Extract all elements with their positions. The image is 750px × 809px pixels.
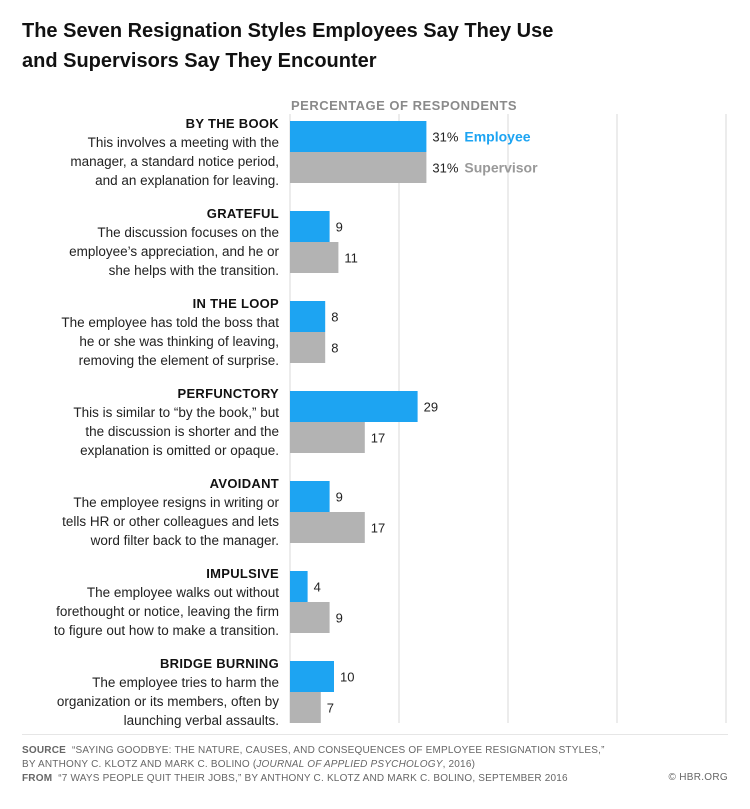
category-description-line: manager, a standard notice period, <box>70 154 279 169</box>
category-name: GRATEFUL <box>206 206 279 221</box>
category-description-line: removing the element of surprise. <box>78 353 279 368</box>
employee-bar <box>290 661 334 692</box>
source-text-1: “SAYING GOODBYE: THE NATURE, CAUSES, AND… <box>71 745 605 756</box>
category-label: IN THE LOOP The employee has told the bos… <box>19 295 279 370</box>
data-label: 11 <box>344 251 358 266</box>
category-label: GRATEFUL The discussion focuses on the emp… <box>19 205 279 280</box>
category-label: BY THE BOOK This involves a meeting with … <box>19 115 279 190</box>
category-label: PERFUNCTORY This is similar to “by the bo… <box>19 385 279 460</box>
supervisor-bar <box>290 332 326 363</box>
data-label: 9 <box>336 490 343 505</box>
category-name: IN THE LOOP <box>192 296 279 311</box>
supervisor-bar <box>290 512 365 543</box>
source-journal: JOURNAL OF APPLIED PSYCHOLOGY <box>256 759 443 770</box>
employee-bar <box>290 121 427 152</box>
source-note: SOURCE “SAYING GOODBYE: THE NATURE, CAUS… <box>22 744 730 786</box>
category-label: IMPULSIVE The employee walks out without f… <box>19 565 279 640</box>
footer-divider <box>22 734 728 735</box>
data-label: 29 <box>424 400 438 415</box>
category-description-line: launching verbal assaults. <box>123 713 279 728</box>
data-label: 8 <box>331 310 338 325</box>
category-description-line: This is similar to “by the book,” but <box>73 405 279 420</box>
category-description-line: tells HR or other colleagues and lets <box>62 514 279 529</box>
supervisor-bar <box>290 242 339 273</box>
category-description-line: employee’s appreciation, and he or <box>69 244 279 259</box>
data-label: 31% <box>432 130 458 145</box>
data-label: 10 <box>340 670 354 685</box>
source-text-2b: , 2016) <box>442 759 476 770</box>
supervisor-bar <box>290 602 330 633</box>
data-label: 8 <box>331 341 338 356</box>
employee-bar <box>290 481 330 512</box>
chart-title-line-2: and Supervisors Say They Encounter <box>22 50 377 72</box>
chart-title-line-1: The Seven Resignation Styles Employees S… <box>22 20 554 42</box>
category-description-line: The employee walks out without <box>86 585 279 600</box>
category-description-line: and an explanation for leaving. <box>95 173 279 188</box>
category-description-line: organization or its members, often by <box>56 694 279 709</box>
data-label: 7 <box>327 701 334 716</box>
category-name: AVOIDANT <box>209 476 279 491</box>
employee-bar <box>290 391 418 422</box>
x-axis-label: PERCENTAGE OF RESPONDENTS <box>291 98 518 113</box>
category-description-line: the discussion is shorter and the <box>85 424 279 439</box>
employee-bar <box>290 301 326 332</box>
category-label: AVOIDANT The employee resigns in writing … <box>19 475 279 550</box>
category-description-line: forethought or notice, leaving the firm <box>56 604 279 619</box>
category-description-line: The discussion focuses on the <box>97 225 279 240</box>
source-label: SOURCE <box>22 745 66 756</box>
category-name: PERFUNCTORY <box>177 386 279 401</box>
category-description-line: This involves a meeting with the <box>87 135 279 150</box>
employee-bar <box>290 571 308 602</box>
hbr-credit: © HBR.ORG <box>668 772 728 783</box>
legend-employee: Employee <box>464 129 530 145</box>
category-name: IMPULSIVE <box>206 566 279 581</box>
category-description-line: he or she was thinking of leaving, <box>79 334 279 349</box>
source-text-2a: BY ANTHONY C. KLOTZ AND MARK C. BOLINO ( <box>22 759 257 770</box>
supervisor-bar <box>290 422 365 453</box>
chart-title: The Seven Resignation Styles Employees S… <box>22 16 722 76</box>
category-description-line: word filter back to the manager. <box>90 533 279 548</box>
supervisor-bar <box>290 152 427 183</box>
category-label: BRIDGE BURNING The employee tries to harm… <box>19 655 279 730</box>
data-label: 17 <box>371 431 385 446</box>
data-label: 9 <box>336 220 343 235</box>
category-description-line: The employee tries to harm the <box>92 675 279 690</box>
category-description-line: she helps with the transition. <box>108 263 279 278</box>
category-name: BY THE BOOK <box>185 116 279 131</box>
supervisor-bar <box>290 692 321 723</box>
data-label: 31% <box>432 161 458 176</box>
category-description-line: explanation is omitted or opaque. <box>80 443 279 458</box>
legend-supervisor: Supervisor <box>464 160 538 176</box>
from-label: FROM <box>22 773 53 784</box>
category-description-line: The employee resigns in writing or <box>73 495 279 510</box>
employee-bar <box>290 211 330 242</box>
from-text: “7 WAYS PEOPLE QUIT THEIR JOBS,” BY ANTH… <box>58 773 568 784</box>
category-description-line: The employee has told the boss that <box>61 315 279 330</box>
data-label: 17 <box>371 521 385 536</box>
category-name: BRIDGE BURNING <box>159 656 279 671</box>
data-label: 4 <box>314 580 321 595</box>
data-label: 9 <box>336 611 343 626</box>
category-description-line: to figure out how to make a transition. <box>53 623 279 638</box>
